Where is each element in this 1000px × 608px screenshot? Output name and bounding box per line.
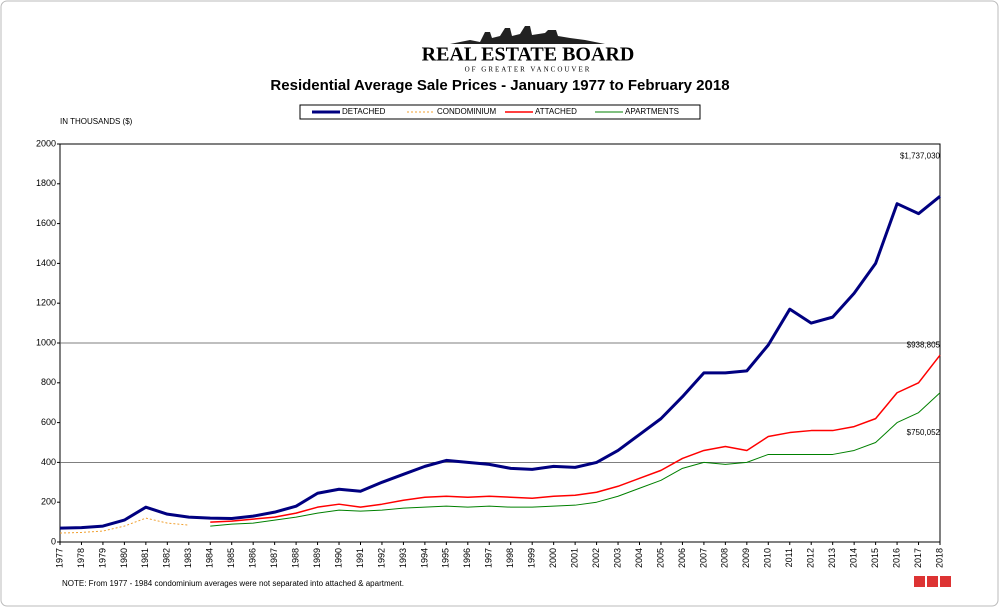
x-tick-label: 2018 [934, 548, 944, 568]
y-tick-label: 1600 [36, 218, 56, 228]
x-tick-label: 2017 [913, 548, 923, 568]
x-tick-label: 1993 [398, 548, 408, 568]
x-tick-label: 2000 [548, 548, 558, 568]
y-tick-label: 1200 [36, 298, 56, 308]
x-tick-label: 2005 [655, 548, 665, 568]
x-tick-label: 1981 [140, 548, 150, 568]
x-tick-label: 1986 [248, 548, 258, 568]
x-tick-label: 1999 [527, 548, 537, 568]
legend-label: ATTACHED [535, 107, 577, 116]
x-tick-label: 1985 [226, 548, 236, 568]
series-line [210, 392, 941, 527]
x-tick-label: 2014 [849, 548, 859, 568]
y-tick-label: 600 [41, 417, 56, 427]
x-tick-label: 1992 [376, 548, 386, 568]
x-tick-label: 1984 [205, 548, 215, 568]
x-tick-label: 2001 [569, 548, 579, 568]
y-tick-label: 200 [41, 497, 56, 507]
legend-label: CONDOMINIUM [437, 107, 496, 116]
x-tick-label: 2013 [827, 548, 837, 568]
y-axis-label: IN THOUSANDS ($) [60, 117, 133, 126]
x-tick-label: 1988 [290, 548, 300, 568]
x-tick-label: 2015 [870, 548, 880, 568]
logo: REAL ESTATE BOARD [422, 44, 635, 66]
x-tick-label: 2008 [720, 548, 730, 568]
chart-title: Residential Average Sale Prices - Januar… [270, 77, 729, 94]
x-tick-label: 2002 [591, 548, 601, 568]
x-tick-label: 2011 [784, 548, 794, 567]
x-tick-label: 2010 [763, 548, 773, 568]
x-tick-label: 2004 [634, 548, 644, 568]
logo-skyline [450, 26, 605, 44]
value-label: $1,737,030 [900, 151, 941, 160]
y-tick-label: 0 [51, 536, 56, 546]
x-tick-label: 1980 [119, 548, 129, 568]
value-label: $938,805 [907, 340, 941, 349]
x-tick-label: 1982 [162, 548, 172, 568]
legend-label: DETACHED [342, 107, 386, 116]
y-tick-label: 400 [41, 457, 56, 467]
x-tick-label: 2016 [891, 548, 901, 568]
legend-label: APARTMENTS [625, 107, 679, 116]
x-tick-label: 2007 [698, 548, 708, 568]
y-tick-label: 800 [41, 377, 56, 387]
x-tick-label: 2012 [806, 548, 816, 568]
x-tick-label: 1983 [183, 548, 193, 568]
y-tick-label: 1800 [36, 178, 56, 188]
mls-logo [914, 576, 951, 587]
x-tick-label: 1997 [484, 548, 494, 568]
x-tick-label: 1977 [54, 548, 64, 568]
y-tick-label: 1400 [36, 258, 56, 268]
x-tick-label: 2006 [677, 548, 687, 568]
value-label: $750,052 [907, 428, 941, 437]
x-tick-label: 1990 [333, 548, 343, 568]
x-tick-label: 2009 [741, 548, 751, 568]
x-tick-label: 1987 [269, 548, 279, 568]
x-tick-label: 1979 [97, 548, 107, 568]
y-tick-label: 2000 [36, 138, 56, 148]
y-tick-label: 1000 [36, 337, 56, 347]
logo-subtitle: OF GREATER VANCOUVER [465, 66, 592, 74]
series-line [59, 517, 189, 534]
x-tick-label: 1978 [76, 548, 86, 568]
x-tick-label: 1989 [312, 548, 322, 568]
x-tick-label: 2003 [612, 548, 622, 568]
note: NOTE: From 1977 - 1984 condominium avera… [62, 579, 404, 588]
x-tick-label: 1996 [462, 548, 472, 568]
x-tick-label: 1991 [355, 548, 365, 568]
x-tick-label: 1998 [505, 548, 515, 568]
series-line [210, 354, 941, 523]
x-tick-label: 1995 [441, 548, 451, 568]
series-line [59, 195, 941, 530]
legend-box [299, 104, 701, 120]
x-tick-label: 1994 [419, 548, 429, 568]
